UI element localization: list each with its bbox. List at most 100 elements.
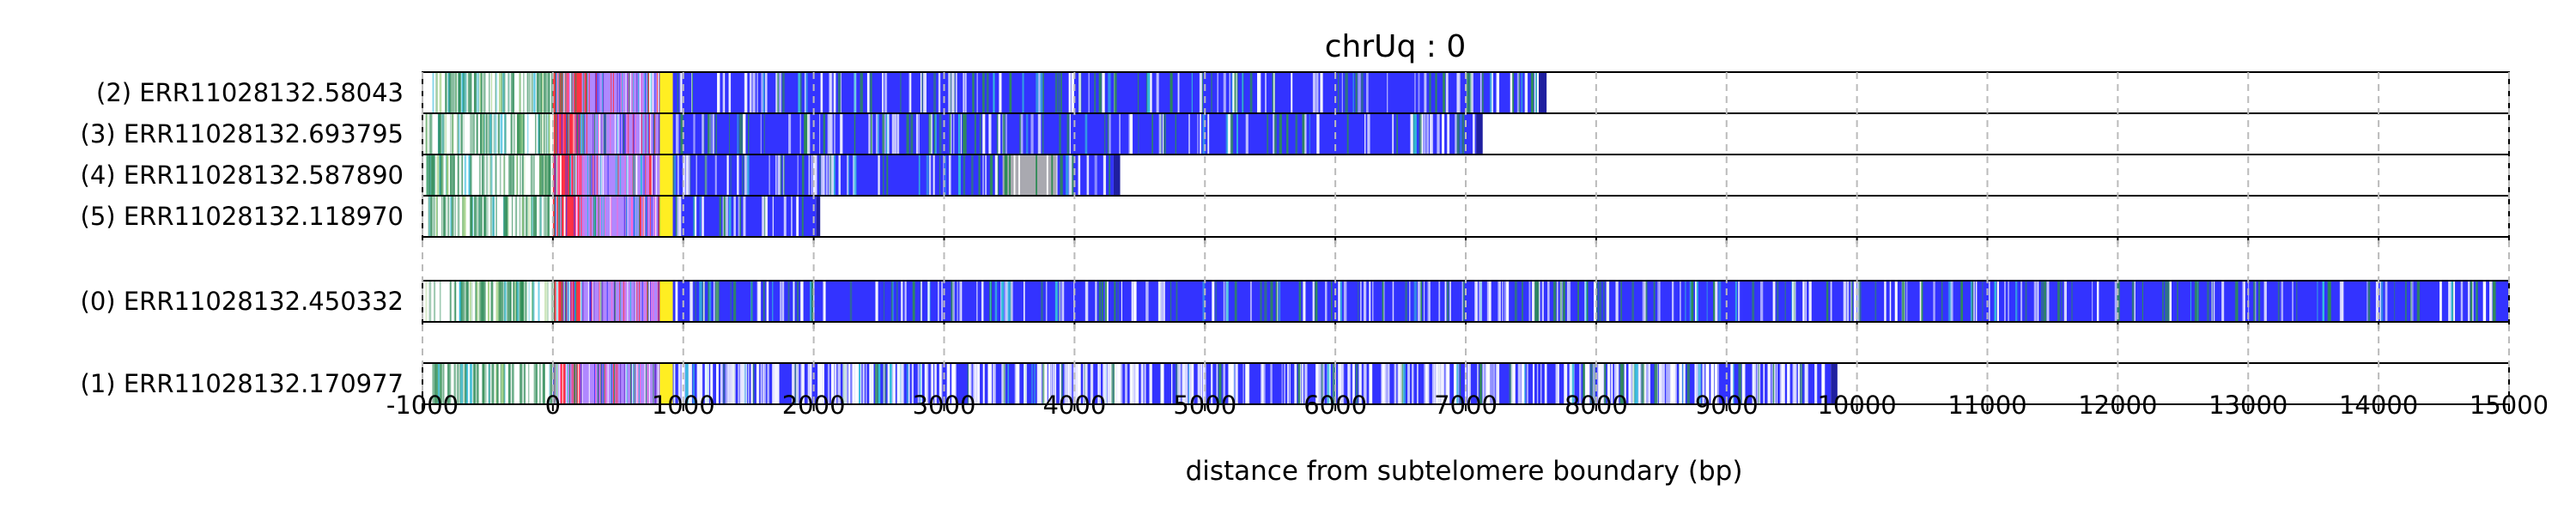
motif-mark bbox=[577, 363, 579, 404]
motif-mark bbox=[640, 281, 641, 322]
repeat-interruption bbox=[1773, 363, 1777, 404]
repeat-interruption bbox=[1298, 281, 1302, 322]
repeat-interruption bbox=[1197, 363, 1200, 404]
read-label: (2) ERR11028132.58043 bbox=[96, 78, 404, 107]
repeat-interruption bbox=[728, 72, 732, 113]
repeat-interruption bbox=[918, 154, 920, 196]
motif-mark bbox=[586, 363, 588, 404]
motif-mark bbox=[602, 363, 604, 404]
repeat-interruption bbox=[993, 363, 996, 404]
motif-mark bbox=[622, 196, 624, 237]
motif-mark bbox=[579, 363, 581, 404]
repeat-interruption bbox=[1440, 363, 1443, 404]
repeat-interruption bbox=[2033, 281, 2037, 322]
motif-mark bbox=[653, 72, 655, 113]
variant-mark bbox=[447, 72, 450, 113]
motif-mark bbox=[580, 154, 582, 196]
motif-mark bbox=[647, 72, 648, 113]
motif-mark bbox=[641, 154, 644, 196]
motif-mark bbox=[629, 72, 631, 113]
repeat-interruption bbox=[763, 113, 765, 154]
motif-mark bbox=[648, 363, 651, 404]
motif-mark bbox=[625, 281, 628, 322]
repeat-interruption bbox=[2190, 281, 2191, 322]
repeat-interruption bbox=[935, 113, 937, 154]
motif-mark bbox=[586, 281, 587, 322]
motif-mark bbox=[561, 281, 563, 322]
repeat-interruption bbox=[1383, 281, 1385, 322]
variant-mark bbox=[538, 363, 541, 404]
repeat-interruption bbox=[787, 281, 790, 322]
variant-mark bbox=[428, 154, 430, 196]
motif-mark bbox=[617, 154, 619, 196]
motif-mark bbox=[641, 363, 644, 404]
variant-mark bbox=[463, 281, 465, 322]
repeat-interruption bbox=[1830, 281, 1832, 322]
repeat-interruption bbox=[2453, 281, 2456, 322]
motif-mark bbox=[592, 72, 594, 113]
repeat-interruption bbox=[1941, 281, 1943, 322]
repeat-interruption bbox=[1128, 113, 1130, 154]
motif-mark bbox=[586, 196, 588, 237]
motif-mark bbox=[603, 72, 605, 113]
yellow-motif-block bbox=[659, 113, 673, 154]
repeat-interruption bbox=[2322, 281, 2325, 322]
motif-mark bbox=[617, 281, 619, 322]
motif-mark bbox=[580, 281, 582, 322]
repeat-interruption bbox=[1041, 281, 1043, 322]
repeat-interruption bbox=[779, 72, 782, 113]
repeat-interruption bbox=[964, 72, 967, 113]
variant-mark bbox=[523, 363, 526, 404]
motif-mark bbox=[558, 72, 560, 113]
repeat-interruption bbox=[796, 281, 799, 322]
repeat-interruption bbox=[675, 113, 679, 154]
motif-mark bbox=[571, 363, 574, 404]
repeat-interruption bbox=[1048, 363, 1051, 404]
repeat-interruption bbox=[1151, 113, 1154, 154]
variant-mark bbox=[519, 113, 521, 154]
repeat-interruption bbox=[788, 113, 792, 154]
repeat-interruption bbox=[1592, 363, 1595, 404]
motif-mark bbox=[625, 72, 628, 113]
repeat-interruption bbox=[847, 154, 848, 196]
repeat-interruption bbox=[1814, 363, 1818, 404]
motif-mark bbox=[657, 154, 659, 196]
variant-mark bbox=[474, 72, 477, 113]
motif-mark bbox=[565, 363, 567, 404]
motif-mark bbox=[618, 363, 620, 404]
motif-mark bbox=[592, 196, 594, 237]
motif-mark bbox=[654, 281, 656, 322]
repeat-interruption bbox=[1401, 363, 1404, 404]
motif-mark bbox=[622, 154, 624, 196]
repeat-interruption bbox=[1889, 281, 1892, 322]
motif-mark bbox=[598, 196, 601, 237]
motif-mark bbox=[632, 113, 635, 154]
motif-mark bbox=[618, 154, 620, 196]
motif-mark bbox=[629, 196, 631, 237]
repeat-interruption bbox=[1249, 72, 1253, 113]
motif-mark bbox=[633, 281, 635, 322]
motif-mark bbox=[563, 154, 566, 196]
motif-mark bbox=[587, 363, 590, 404]
repeat-interruption bbox=[825, 154, 828, 196]
motif-mark bbox=[644, 196, 647, 237]
repeat-interruption bbox=[1382, 281, 1384, 322]
motif-mark bbox=[629, 113, 630, 154]
repeat-interruption bbox=[743, 113, 746, 154]
repeat-interruption bbox=[1037, 113, 1040, 154]
motif-mark bbox=[613, 196, 615, 237]
repeat-interruption bbox=[1756, 363, 1759, 404]
repeat-interruption bbox=[1851, 281, 1853, 322]
repeat-interruption bbox=[2097, 281, 2099, 322]
gray-motif-mark bbox=[1018, 154, 1021, 196]
repeat-interruption bbox=[1467, 363, 1471, 404]
repeat-interruption bbox=[979, 113, 981, 154]
repeat-interruption bbox=[1370, 363, 1372, 404]
repeat-interruption bbox=[699, 281, 702, 322]
motif-mark bbox=[591, 196, 593, 237]
variant-mark bbox=[547, 196, 550, 237]
motif-mark bbox=[558, 154, 560, 196]
repeat-interruption bbox=[1054, 281, 1058, 322]
repeat-interruption bbox=[739, 363, 744, 404]
motif-mark bbox=[640, 196, 641, 237]
